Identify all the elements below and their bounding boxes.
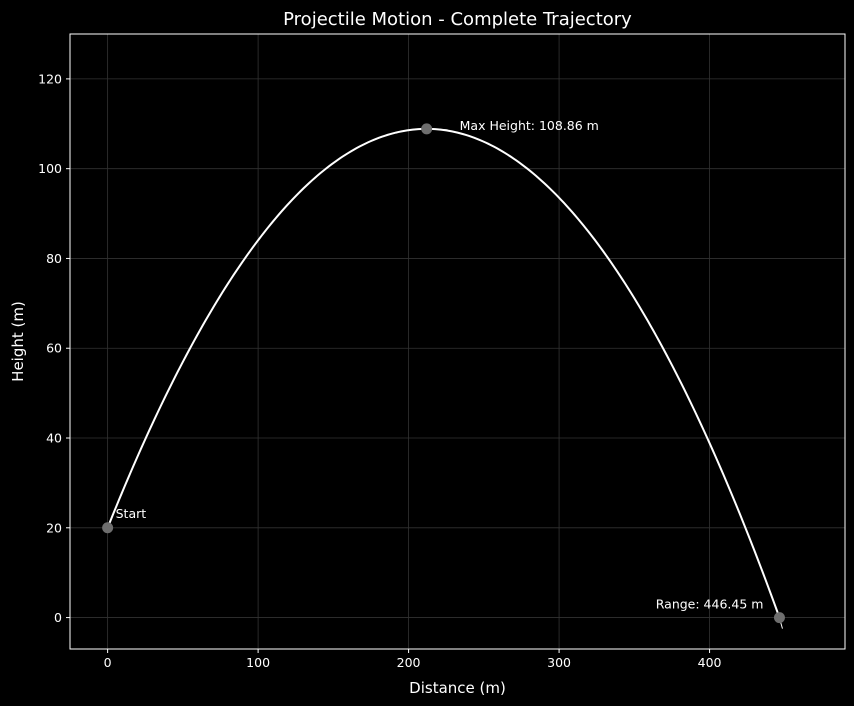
trajectory-points: Start Max Height: 108.86 m Range: 446.45 m xyxy=(102,118,785,629)
x-tick-label: 0 xyxy=(104,655,112,670)
x-tick-label: 100 xyxy=(246,655,270,670)
x-tick-label: 300 xyxy=(547,655,571,670)
plot-frame xyxy=(69,33,846,650)
x-axis-label: Distance (m) xyxy=(409,679,506,697)
chart-title: Projectile Motion - Complete Trajectory xyxy=(283,9,632,30)
start-label: Start xyxy=(116,506,147,521)
y-tick-label: 100 xyxy=(38,161,62,176)
x-tick-label: 200 xyxy=(397,655,421,670)
range-marker xyxy=(773,612,785,624)
max-height-marker xyxy=(421,123,433,135)
y-tick-label: 60 xyxy=(46,341,62,356)
axis-ticks: 0 100 200 300 400 0 20 40 60 80 100 120 xyxy=(38,71,721,670)
grid xyxy=(70,34,845,649)
start-marker xyxy=(102,522,114,534)
max-height-arrow xyxy=(432,128,448,131)
y-tick-label: 40 xyxy=(46,431,62,446)
y-tick-label: 20 xyxy=(46,520,62,535)
range-label: Range: 446.45 m xyxy=(656,597,764,612)
y-tick-label: 80 xyxy=(46,251,62,266)
max-height-label: Max Height: 108.86 m xyxy=(460,118,599,133)
y-tick-label: 120 xyxy=(38,71,62,86)
y-axis-label: Height (m) xyxy=(9,301,27,382)
x-tick-label: 400 xyxy=(698,655,722,670)
y-tick-label: 0 xyxy=(54,610,62,625)
